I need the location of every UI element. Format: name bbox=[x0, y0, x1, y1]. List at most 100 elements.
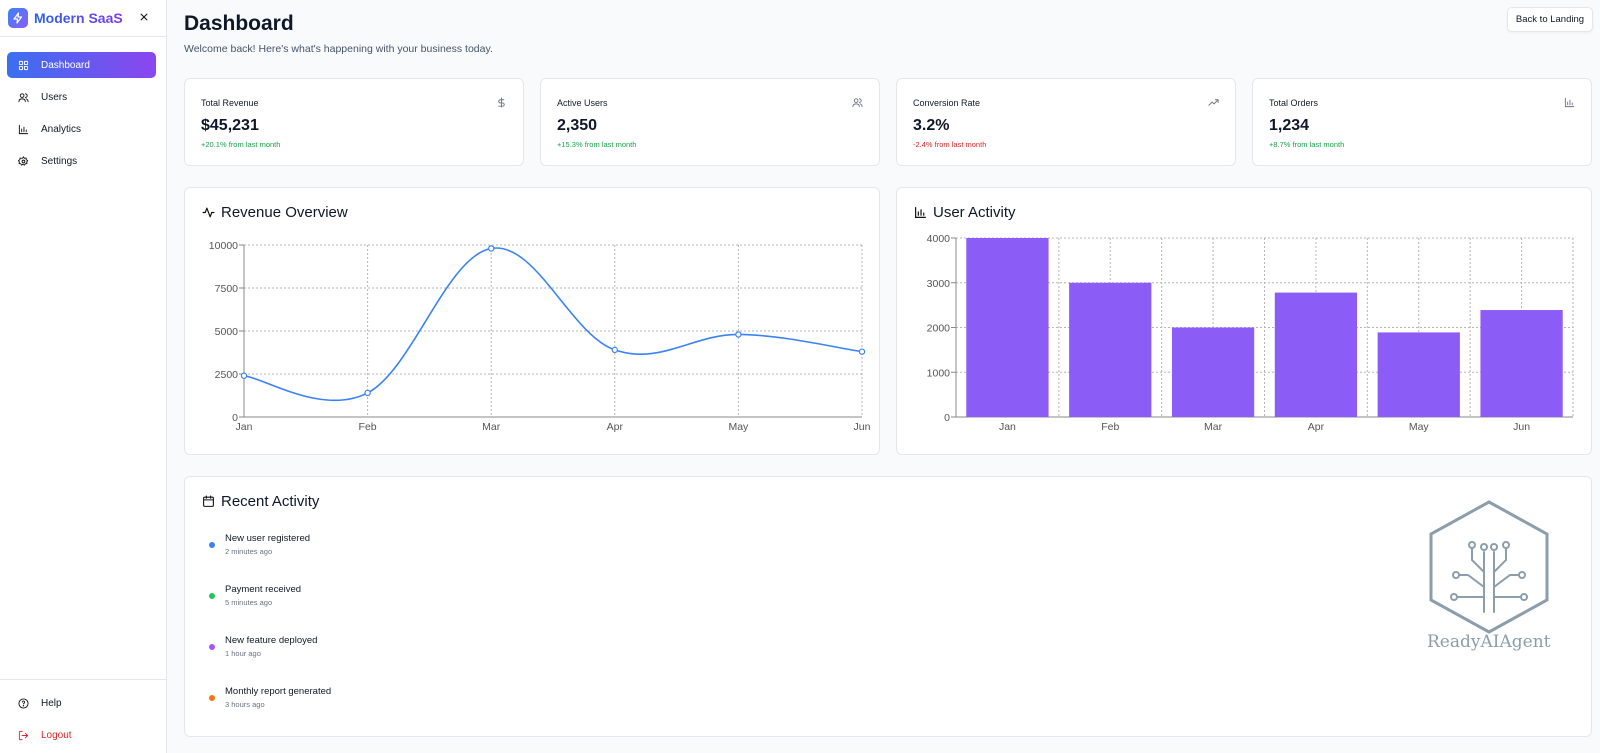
stat-change: +15.3% from last month bbox=[557, 140, 637, 149]
list-item: Monthly report generated 3 hours ago bbox=[207, 686, 331, 737]
trending-up-icon bbox=[1208, 99, 1219, 106]
bar bbox=[1069, 282, 1152, 417]
recent-activity-title: Recent Activity bbox=[202, 493, 319, 510]
list-item: New feature deployed 1 hour ago bbox=[207, 635, 331, 686]
stat-card-total-orders: Total Orders 1,234 +8.7% from last month bbox=[1252, 78, 1592, 166]
y-tick-label: 4000 bbox=[927, 233, 951, 245]
recent-activity-card: Recent Activity New user registered 2 mi… bbox=[184, 476, 1592, 737]
help-circle-icon bbox=[18, 697, 29, 709]
activity-time: 5 minutes ago bbox=[225, 598, 273, 607]
stat-card-conversion-rate: Conversion Rate 3.2% -2.4% from last mon… bbox=[896, 78, 1236, 166]
sidebar-item-label: Logout bbox=[41, 729, 72, 741]
data-point bbox=[488, 245, 495, 252]
sidebar: Modern SaaS Dashboard Users Analytics Se… bbox=[0, 0, 167, 753]
stat-card-total-revenue: Total Revenue $45,231 +20.1% from last m… bbox=[184, 78, 524, 166]
x-tick-label: Feb bbox=[1101, 421, 1119, 433]
y-tick-label: 5000 bbox=[215, 326, 239, 338]
user-activity-bar-chart: 0 1000 2000 3000 4000 Jan Feb Mar Apr May Jun bbox=[927, 233, 1574, 433]
page-title: Dashboard bbox=[184, 12, 294, 35]
y-tick-label: 1000 bbox=[927, 367, 951, 379]
y-tick-label: 7500 bbox=[215, 283, 239, 295]
bar bbox=[966, 238, 1049, 417]
brand-name: Modern SaaS bbox=[34, 10, 123, 26]
bar bbox=[1274, 292, 1358, 417]
data-point bbox=[735, 331, 742, 338]
lightning-icon bbox=[8, 8, 28, 28]
activity-time: 1 hour ago bbox=[225, 649, 261, 658]
gear-icon bbox=[18, 155, 29, 166]
sidebar-nav: Dashboard Users Analytics Settings bbox=[7, 52, 156, 180]
activity-dot bbox=[209, 644, 215, 650]
sidebar-item-logout[interactable]: Logout bbox=[7, 722, 159, 748]
x-tick-label: Apr bbox=[1308, 421, 1325, 433]
sidebar-item-users[interactable]: Users bbox=[7, 84, 156, 110]
list-item: New user registered 2 minutes ago bbox=[207, 533, 331, 584]
revenue-overview-card: Revenue Overview 0 2500 5000 7500 10000 Jan Fe… bbox=[184, 187, 880, 455]
sidebar-item-label: Help bbox=[41, 697, 62, 709]
x-tick-label: May bbox=[1409, 421, 1430, 433]
x-tick-label: Jun bbox=[854, 421, 871, 433]
y-tick-label: 0 bbox=[944, 412, 950, 424]
activity-dot bbox=[209, 542, 215, 548]
x-tick-label: Feb bbox=[359, 421, 377, 433]
activity-title: Payment received bbox=[225, 584, 302, 595]
activity-dot bbox=[209, 593, 215, 599]
stat-label: Conversion Rate bbox=[913, 98, 981, 108]
stat-change: +8.7% from last month bbox=[1269, 140, 1345, 149]
stat-value: $45,231 bbox=[201, 117, 259, 134]
bar-chart-icon bbox=[1564, 97, 1575, 108]
y-tick-label: 2500 bbox=[215, 369, 239, 381]
activity-dot bbox=[209, 695, 215, 701]
sidebar-item-help[interactable]: Help bbox=[7, 690, 159, 716]
bar bbox=[1480, 310, 1563, 417]
activity-icon bbox=[202, 207, 215, 218]
activity-time: 3 hours ago bbox=[225, 700, 265, 709]
user-activity-card: User Activity 0 1000 2000 3000 4000 Jan Feb Mar… bbox=[896, 187, 1592, 455]
sidebar-item-analytics[interactable]: Analytics bbox=[7, 116, 156, 142]
users-icon bbox=[18, 92, 29, 102]
y-tick-label: 0 bbox=[232, 412, 238, 424]
x-tick-label: Mar bbox=[1204, 421, 1223, 433]
data-point bbox=[364, 389, 371, 397]
page-subtitle: Welcome back! Here's what's happening wi… bbox=[184, 43, 493, 55]
stat-value: 2,350 bbox=[557, 117, 598, 134]
y-tick-label: 2000 bbox=[927, 323, 951, 335]
activity-title: New feature deployed bbox=[225, 635, 318, 646]
stat-value: 3.2% bbox=[913, 117, 950, 134]
data-point bbox=[858, 348, 866, 355]
stat-change: -2.4% from last month bbox=[913, 140, 987, 149]
sidebar-bottom: Help Logout bbox=[0, 679, 166, 753]
stat-label: Total Orders bbox=[1269, 98, 1319, 108]
stat-card-active-users: Active Users 2,350 +15.3% from last mont… bbox=[540, 78, 880, 166]
card-title-text: Recent Activity bbox=[221, 493, 320, 510]
x-tick-label: Jan bbox=[236, 421, 253, 433]
bar-chart-icon bbox=[915, 207, 926, 218]
x-tick-label: Jan bbox=[999, 421, 1016, 433]
back-to-landing-button[interactable]: Back to Landing bbox=[1507, 7, 1593, 32]
x-tick-label: Mar bbox=[482, 421, 501, 433]
user-activity-title: User Activity bbox=[914, 204, 1016, 221]
logout-icon bbox=[18, 730, 29, 740]
sidebar-item-dashboard[interactable]: Dashboard bbox=[7, 52, 156, 78]
sidebar-item-label: Settings bbox=[41, 155, 78, 167]
data-point bbox=[240, 372, 248, 379]
bar-chart-icon bbox=[18, 124, 29, 134]
dollar-icon bbox=[498, 97, 505, 108]
grid-icon bbox=[18, 60, 29, 70]
stat-value: 1,234 bbox=[1269, 117, 1310, 134]
close-sidebar-button[interactable] bbox=[136, 9, 152, 25]
revenue-series-line bbox=[243, 247, 863, 402]
revenue-overview-title: Revenue Overview bbox=[202, 204, 348, 221]
list-item: Payment received 5 minutes ago bbox=[207, 584, 331, 635]
users-icon bbox=[852, 98, 863, 108]
sidebar-item-label: Users bbox=[41, 91, 68, 103]
watermark-text: ReadyAIAgent bbox=[1427, 632, 1551, 652]
sidebar-item-label: Analytics bbox=[41, 123, 82, 135]
revenue-line-chart: 0 2500 5000 7500 10000 Jan Feb Mar Apr May Jun bbox=[209, 240, 871, 433]
watermark-logo-icon bbox=[1429, 500, 1549, 634]
bar bbox=[1377, 332, 1460, 417]
sidebar-item-settings[interactable]: Settings bbox=[7, 148, 156, 174]
x-tick-label: Jun bbox=[1513, 421, 1530, 433]
calendar-icon bbox=[203, 495, 214, 507]
stat-change: +20.1% from last month bbox=[201, 140, 281, 149]
